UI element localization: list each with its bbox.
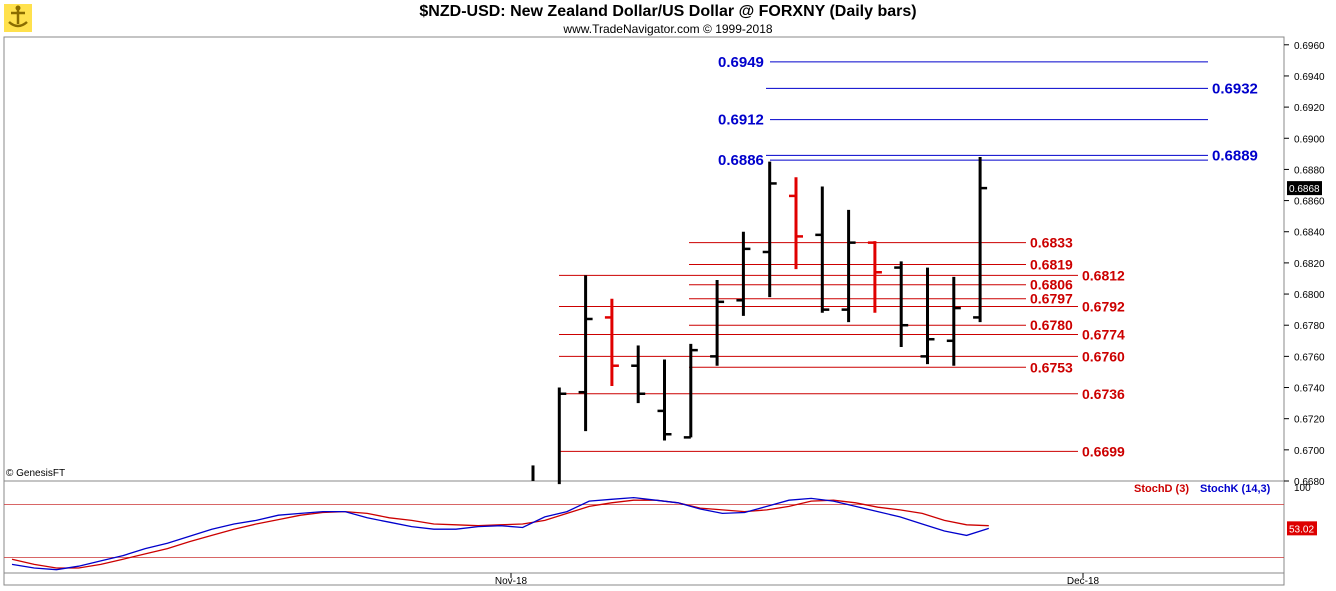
chart-subtitle: www.TradeNavigator.com © 1999-2018 (563, 22, 773, 36)
support-label-0.6753: 0.6753 (1030, 359, 1073, 375)
price-axis-label: 0.6780 (1294, 321, 1325, 332)
support-label-0.6819: 0.6819 (1030, 256, 1073, 272)
price-panel-frame (3, 36, 1285, 482)
stoch-last-value: 53.02 (1289, 524, 1314, 535)
price-axis-label: 0.6740 (1294, 384, 1325, 395)
stoch-d-legend: StochD (3) (1134, 483, 1189, 495)
price-axis-label: 0.6720 (1294, 415, 1325, 426)
time-axis-label: Nov-18 (495, 576, 528, 587)
resistance-label-0.6949: 0.6949 (718, 54, 764, 71)
stoch-series-k (11, 496, 989, 571)
price-axis-label: 0.6800 (1294, 290, 1325, 301)
support-label-0.6812: 0.6812 (1082, 267, 1125, 283)
price-axis-label: 0.6880 (1294, 165, 1325, 176)
support-label-0.6797: 0.6797 (1030, 291, 1073, 307)
copyright-label: © GenesisFT (6, 468, 66, 479)
support-label-0.6792: 0.6792 (1082, 299, 1125, 315)
resistance-label-0.6912: 0.6912 (718, 112, 764, 129)
price-axis-label: 0.6920 (1294, 103, 1325, 114)
price-axis-label: 0.6760 (1294, 352, 1325, 363)
stoch-last-badge (1287, 521, 1317, 536)
price-axis-label: 0.6940 (1294, 72, 1325, 83)
price-axis-label: 0.6860 (1294, 197, 1325, 208)
stoch-axis-label: 100 (1294, 483, 1311, 494)
resistance-label-0.6932: 0.6932 (1212, 80, 1258, 97)
support-label-0.6736: 0.6736 (1082, 386, 1125, 402)
chart-title: $NZD-USD: New Zealand Dollar/US Dollar @… (419, 3, 917, 20)
price-axis-label: 0.6900 (1294, 134, 1325, 145)
time-axis-label: Dec-18 (1067, 576, 1100, 587)
resistance-label-0.6889: 0.6889 (1212, 147, 1258, 164)
support-label-0.6780: 0.6780 (1030, 317, 1073, 333)
support-label-0.6760: 0.6760 (1082, 348, 1125, 364)
support-label-0.6833: 0.6833 (1030, 235, 1073, 251)
price-axis-label: 0.6960 (1294, 41, 1325, 52)
resistance-label-0.6886: 0.6886 (718, 152, 764, 169)
support-label-0.6699: 0.6699 (1082, 443, 1125, 459)
trade-navigator-logo-icon (4, 4, 32, 32)
support-label-0.6806: 0.6806 (1030, 277, 1073, 293)
time-axis-frame (3, 572, 1285, 586)
stoch-panel-frame (3, 480, 1285, 574)
price-axis-label: 0.6840 (1294, 228, 1325, 239)
last-price-value: 0.6868 (1289, 184, 1320, 195)
support-label-0.6774: 0.6774 (1082, 327, 1125, 343)
price-axis-label: 0.6680 (1294, 477, 1325, 488)
price-axis-label: 0.6820 (1294, 259, 1325, 270)
stoch-k-legend: StochK (14,3) (1200, 483, 1271, 495)
last-price-badge (1287, 181, 1322, 196)
price-axis-label: 0.6700 (1294, 446, 1325, 457)
